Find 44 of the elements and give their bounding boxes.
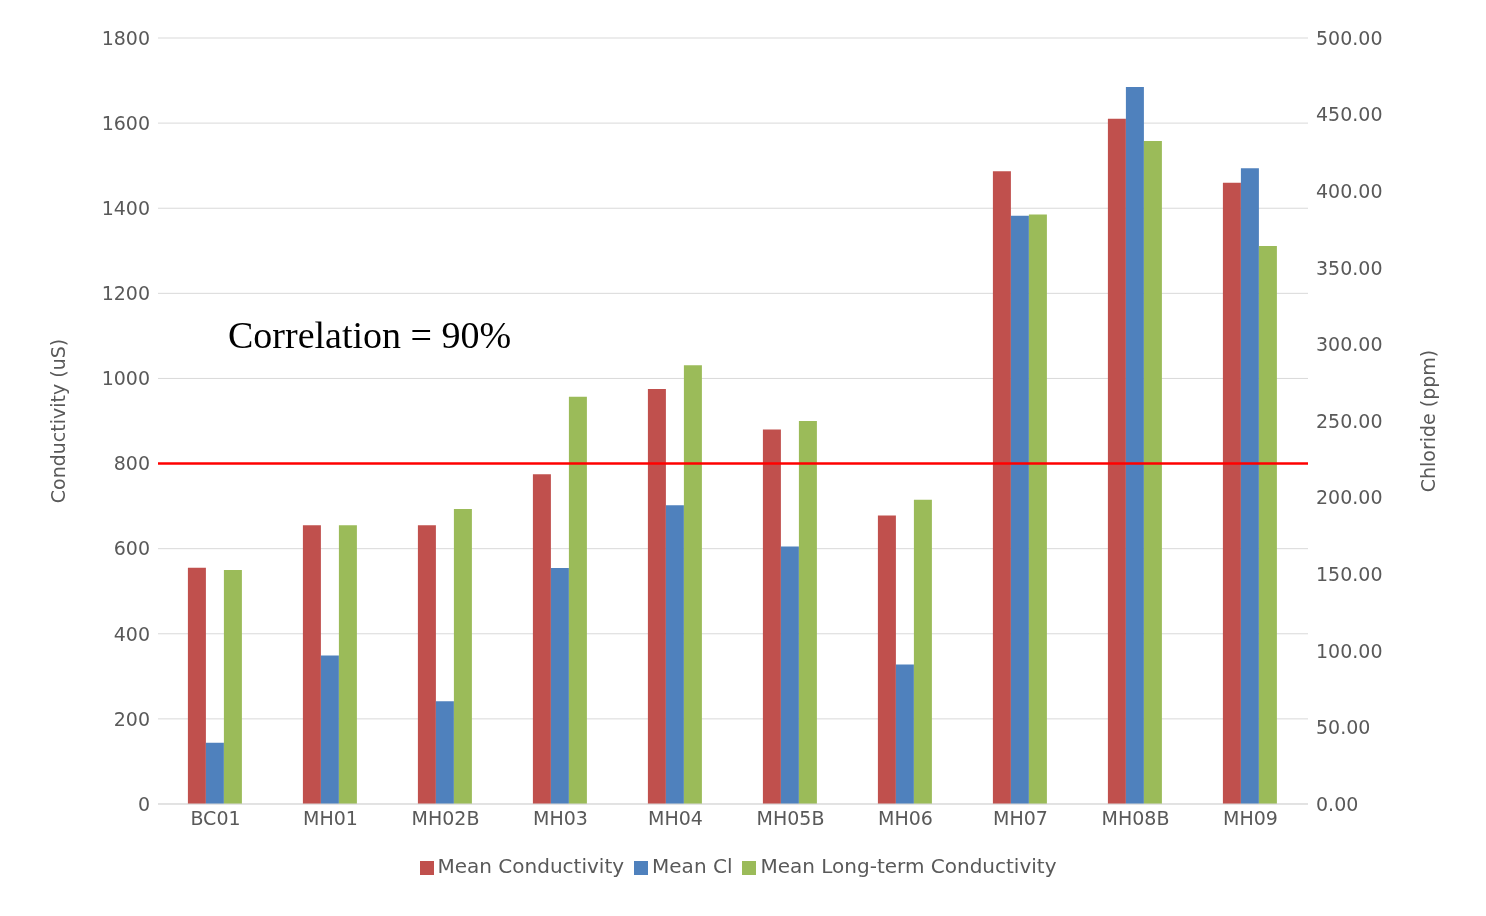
y2-tick-label: 400.00: [1316, 179, 1383, 202]
x-tick-label: MH06: [878, 807, 933, 830]
x-tick-label: MH03: [533, 807, 588, 830]
x-tick-label: MH08B: [1101, 807, 1170, 830]
y-tick-label: 600: [113, 537, 150, 560]
y2-tick-label: 100.00: [1316, 639, 1383, 662]
y-tick-label: 1800: [101, 26, 150, 49]
bar: [877, 515, 896, 804]
annotation: Correlation = 90%: [228, 313, 512, 357]
bar: [223, 569, 242, 804]
bar: [205, 742, 224, 804]
y2-tick-label: 0.00: [1316, 792, 1359, 815]
bar: [187, 567, 206, 804]
legend-label: Mean Long-term Conductivity: [760, 854, 1057, 878]
y-tick-label: 800: [113, 452, 150, 475]
y-tick-label: 1400: [101, 196, 150, 219]
y2-tick-label: 500.00: [1316, 26, 1383, 49]
x-tick-label: BC01: [190, 807, 241, 830]
y2-axis-title: Chloride (ppm): [1416, 349, 1439, 493]
legend-label: Mean Cl: [652, 854, 733, 878]
y-tick-label: 1000: [101, 367, 150, 390]
y-tick-label: 1200: [101, 282, 150, 305]
x-tick-label: MH02B: [411, 807, 480, 830]
y-tick-label: 200: [113, 707, 150, 730]
y-axis-title: Conductivity (uS): [46, 338, 69, 504]
y2-tick-label: 450.00: [1316, 103, 1383, 126]
y2-tick-label: 350.00: [1316, 256, 1383, 279]
y2-tick-label: 250.00: [1316, 409, 1383, 432]
y-tick-label: 400: [113, 622, 150, 645]
legend-label: Mean Conductivity: [437, 854, 625, 878]
x-tick-label: MH07: [993, 807, 1048, 830]
y-tick-label: 0: [137, 792, 150, 815]
y2-tick-label: 300.00: [1316, 333, 1383, 356]
x-tick-label: MH01: [303, 807, 358, 830]
x-tick-label: MH04: [648, 807, 703, 830]
bar: [417, 525, 436, 804]
y-tick-label: 1600: [101, 111, 150, 134]
y2-tick-label: 50.00: [1316, 716, 1371, 739]
x-tick-label: MH09: [1223, 807, 1278, 830]
y2-tick-label: 200.00: [1316, 486, 1383, 509]
bar: [453, 509, 472, 804]
y2-tick-label: 150.00: [1316, 562, 1383, 585]
x-tick-label: MH05B: [756, 807, 825, 830]
bar: [913, 499, 932, 804]
